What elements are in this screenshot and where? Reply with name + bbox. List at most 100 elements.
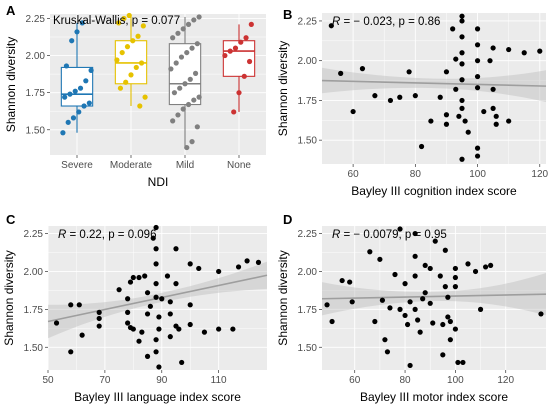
data-point — [442, 247, 448, 253]
data-point — [465, 129, 471, 135]
panel-d: 1.50 1.75 2.00 2.25 Shannon diversity Bayley … — [276, 212, 547, 404]
data-point — [96, 315, 102, 322]
data-point — [116, 287, 122, 293]
data-point — [427, 300, 433, 306]
data-point — [452, 326, 458, 332]
data-point — [127, 279, 134, 285]
data-point — [74, 29, 80, 35]
y-tick-label: 1.50 — [298, 136, 318, 147]
data-point — [130, 326, 136, 332]
data-point — [456, 113, 462, 119]
stat-rest: = 0.22, p = 0.096 — [66, 229, 156, 241]
box-severe — [60, 20, 94, 136]
data-point — [185, 101, 192, 108]
data-point — [187, 302, 193, 308]
data-point — [459, 34, 465, 40]
data-point — [180, 26, 186, 32]
data-point — [114, 57, 120, 63]
data-point — [339, 277, 345, 284]
x-tick-label: 90 — [156, 375, 168, 386]
data-point — [189, 139, 195, 145]
stat-annotation: Kruskal-Wallis, p = 0.077 — [53, 15, 180, 27]
box-moderate — [114, 12, 148, 109]
data-point — [437, 94, 443, 100]
data-point — [459, 13, 465, 19]
data-point — [142, 273, 148, 279]
stat-rest: = − 0.023, p = 0.86 — [340, 16, 440, 28]
data-point — [156, 326, 162, 332]
data-point — [402, 281, 408, 287]
data-point — [139, 329, 145, 335]
data-point — [116, 20, 122, 26]
data-point — [459, 50, 465, 56]
data-point — [412, 306, 418, 312]
data-point — [86, 100, 92, 106]
panel-letter: B — [283, 7, 292, 22]
x-tick-label: 100 — [447, 375, 464, 386]
data-point — [377, 256, 383, 262]
data-point — [402, 312, 408, 319]
panel-letter: D — [283, 212, 292, 227]
data-point — [490, 86, 496, 92]
data-point — [407, 299, 413, 305]
data-point — [384, 349, 391, 355]
data-point — [422, 262, 428, 269]
data-point — [397, 94, 403, 100]
data-point — [347, 279, 353, 285]
data-point — [482, 264, 489, 270]
data-point — [460, 359, 466, 366]
data-point — [153, 281, 159, 287]
panel-letter: C — [6, 212, 16, 227]
data-point — [72, 88, 78, 94]
data-point — [180, 106, 186, 112]
data-point — [493, 113, 499, 119]
x-axis-title: Bayley III motor index score — [360, 390, 508, 404]
data-point — [182, 81, 188, 87]
data-point — [185, 21, 192, 27]
data-point — [170, 35, 176, 41]
data-point — [167, 311, 173, 317]
x-tick-label: 110 — [211, 375, 227, 386]
data-point — [255, 259, 262, 265]
data-point — [443, 121, 450, 127]
data-point — [474, 58, 481, 64]
data-point — [83, 78, 89, 84]
data-point — [236, 90, 242, 96]
data-point — [167, 334, 173, 340]
data-point — [144, 311, 151, 317]
panel-letter: A — [6, 3, 16, 18]
data-point — [417, 329, 423, 335]
y-tick-label: 2.00 — [298, 56, 318, 67]
stat-r: R — [58, 229, 66, 241]
data-point — [490, 45, 496, 51]
box-body — [60, 66, 94, 107]
data-point — [248, 21, 254, 27]
data-point — [324, 302, 330, 308]
data-point — [397, 226, 403, 232]
data-point — [128, 72, 134, 78]
data-point — [243, 35, 249, 41]
data-point — [447, 318, 453, 325]
data-point — [445, 314, 451, 320]
data-point — [440, 321, 446, 328]
y-tick-label: 2.00 — [24, 267, 44, 278]
data-point — [453, 86, 459, 92]
data-point — [387, 97, 394, 104]
y-tick-label: 2.25 — [24, 229, 44, 240]
data-point — [397, 306, 403, 312]
data-point — [452, 265, 458, 272]
data-point — [462, 118, 468, 124]
stat-rest: = − 0.0079, p = 0.95 — [340, 229, 446, 241]
stat-annotation: R = − 0.023, p = 0.86 — [332, 16, 440, 28]
data-point — [244, 258, 250, 264]
data-point — [67, 91, 73, 97]
stat-r: R — [332, 229, 340, 241]
data-point — [412, 93, 418, 99]
x-tick-label: 50 — [42, 375, 54, 386]
data-point — [387, 305, 393, 311]
x-axis-title: Bayley III language index score — [74, 390, 241, 404]
data-point — [76, 109, 82, 115]
data-point — [191, 17, 197, 23]
data-point — [359, 66, 366, 72]
x-tick-label: Moderate — [110, 160, 153, 171]
